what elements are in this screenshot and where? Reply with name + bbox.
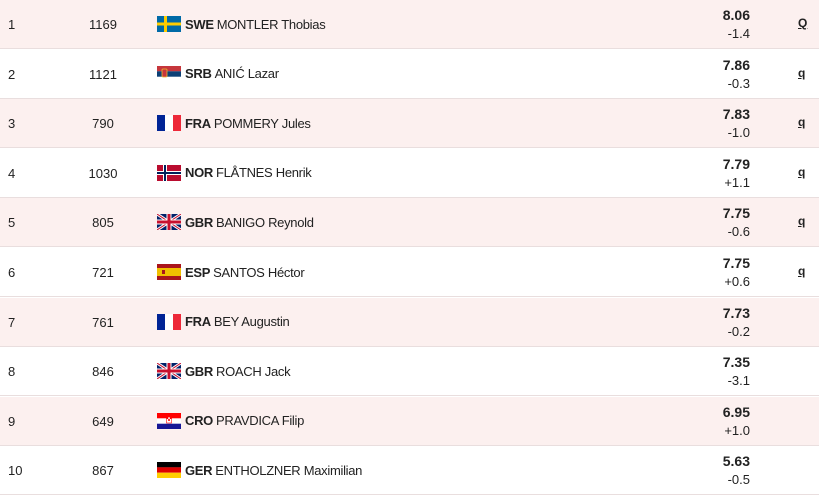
result-row: 1 1169 SWE MONTLER Thobias 8.06 -1.4 Q	[0, 0, 819, 49]
rank: 5	[8, 215, 16, 231]
country-code: FRA	[185, 115, 211, 131]
athlete: ESP SANTOS Héctor	[157, 264, 305, 280]
rank: 6	[8, 265, 16, 280]
country-code: SRB	[185, 66, 212, 82]
country-code: SWE	[185, 16, 214, 32]
wind: -0.3	[727, 75, 750, 91]
rank: 4	[8, 165, 16, 181]
mark: 8.06	[722, 7, 750, 23]
athlete-name: BANIGO Reynold	[216, 214, 314, 230]
mark: 7.79	[722, 155, 750, 172]
athlete-name: ROACH Jack	[216, 363, 291, 379]
athlete: SRB ANIĆ Lazar	[157, 66, 279, 82]
athlete-name: SANTOS Héctor	[213, 264, 305, 280]
athlete: FRA BEY Augustin	[157, 314, 290, 330]
mark: 7.86	[722, 56, 750, 73]
wind: -0.2	[727, 323, 750, 339]
flag	[157, 314, 181, 330]
bib-number: 761	[92, 314, 114, 330]
mark: 7.35	[722, 354, 750, 371]
result-row: 10 867 GER ENTHOLZNER Maximilian 5.63 -0.5	[0, 446, 819, 496]
rank: 9	[8, 413, 16, 429]
bib-number: 649	[92, 413, 114, 429]
result-row: 2 1121 SRB ANIĆ Lazar 7.86 -0.3 q	[0, 50, 819, 99]
country-code: CRO	[185, 413, 213, 429]
athlete-name: POMMERY Jules	[213, 115, 311, 131]
wind: +1.0	[724, 422, 750, 438]
country-code: NOR	[185, 165, 213, 181]
result-row: 6 721 ESP SANTOS Héctor 7.75 +0.6 q	[0, 248, 819, 297]
qualification: q	[798, 164, 806, 179]
flag	[157, 214, 181, 230]
bib-number: 1121	[89, 66, 117, 82]
athlete-name: BEY Augustin	[213, 314, 290, 330]
mark: 7.75	[722, 205, 750, 222]
flag	[157, 66, 181, 82]
wind: -0.5	[727, 472, 750, 488]
result-row: 4 1030 NOR FLÅTNES Henrik 7.79 +1.1 q	[0, 149, 819, 198]
country-code: GBR	[185, 214, 213, 230]
mark: 5.63	[722, 453, 750, 470]
bib-number: 846	[92, 364, 114, 380]
mark: 7.73	[722, 304, 750, 321]
flag	[157, 462, 181, 478]
bib-number: 790	[92, 116, 114, 132]
result-row: 7 761 FRA BEY Augustin 7.73 -0.2	[0, 297, 819, 347]
qualification: q	[798, 264, 806, 278]
wind: -3.1	[727, 373, 750, 389]
wind: -1.0	[727, 125, 750, 141]
athlete: CRO PRAVDICA Filip	[157, 413, 304, 429]
bib-number: 1169	[89, 17, 117, 32]
athlete: GER ENTHOLZNER Maximilian	[157, 462, 362, 478]
flag	[157, 413, 181, 429]
wind: -0.6	[727, 224, 750, 240]
flag	[157, 264, 181, 280]
mark: 6.95	[722, 403, 750, 420]
flag	[157, 16, 181, 32]
qualification: q	[798, 115, 806, 130]
qualification: Q	[798, 16, 808, 30]
bib-number: 721	[92, 265, 114, 280]
wind: +0.6	[724, 274, 750, 289]
athlete-name: ENTHOLZNER Maximilian	[215, 462, 363, 478]
athlete: FRA POMMERY Jules	[157, 115, 311, 131]
athlete: GBR BANIGO Reynold	[157, 214, 314, 230]
country-code: FRA	[185, 314, 211, 330]
result-row: 3 790 FRA POMMERY Jules 7.83 -1.0 q	[0, 99, 819, 149]
country-code: GER	[185, 462, 213, 478]
athlete-name: FLÅTNES Henrik	[216, 165, 312, 181]
rank: 8	[8, 364, 16, 380]
bib-number: 867	[92, 463, 114, 479]
flag	[157, 165, 181, 181]
athlete-name: ANIĆ Lazar	[214, 66, 280, 82]
flag	[157, 363, 181, 379]
rank: 3	[8, 116, 16, 132]
bib-number: 805	[92, 215, 114, 231]
country-code: ESP	[185, 264, 211, 280]
athlete-name: MONTLER Thobias	[216, 16, 326, 32]
result-row: 9 649 CRO PRAVDICA Filip 6.95 +1.0	[0, 396, 819, 446]
flag	[157, 115, 181, 131]
result-row: 5 805 GBR BANIGO Reynold 7.75 -0.6 q	[0, 198, 819, 248]
rank: 2	[8, 66, 16, 82]
mark: 7.83	[722, 106, 750, 123]
athlete: SWE MONTLER Thobias	[157, 16, 326, 32]
wind: +1.1	[724, 174, 750, 190]
rank: 10	[8, 463, 23, 479]
qualification: q	[798, 214, 806, 229]
result-row: 8 846 GBR ROACH Jack 7.35 -3.1	[0, 347, 819, 397]
mark: 7.75	[722, 255, 750, 271]
athlete-name: PRAVDICA Filip	[216, 413, 305, 429]
bib-number: 1030	[88, 165, 118, 181]
athlete: NOR FLÅTNES Henrik	[157, 165, 312, 181]
country-code: GBR	[185, 363, 213, 379]
wind: -1.4	[727, 26, 750, 41]
athlete: GBR ROACH Jack	[157, 363, 291, 379]
qualification: q	[798, 65, 806, 80]
rank: 1	[8, 17, 16, 32]
rank: 7	[8, 314, 16, 330]
